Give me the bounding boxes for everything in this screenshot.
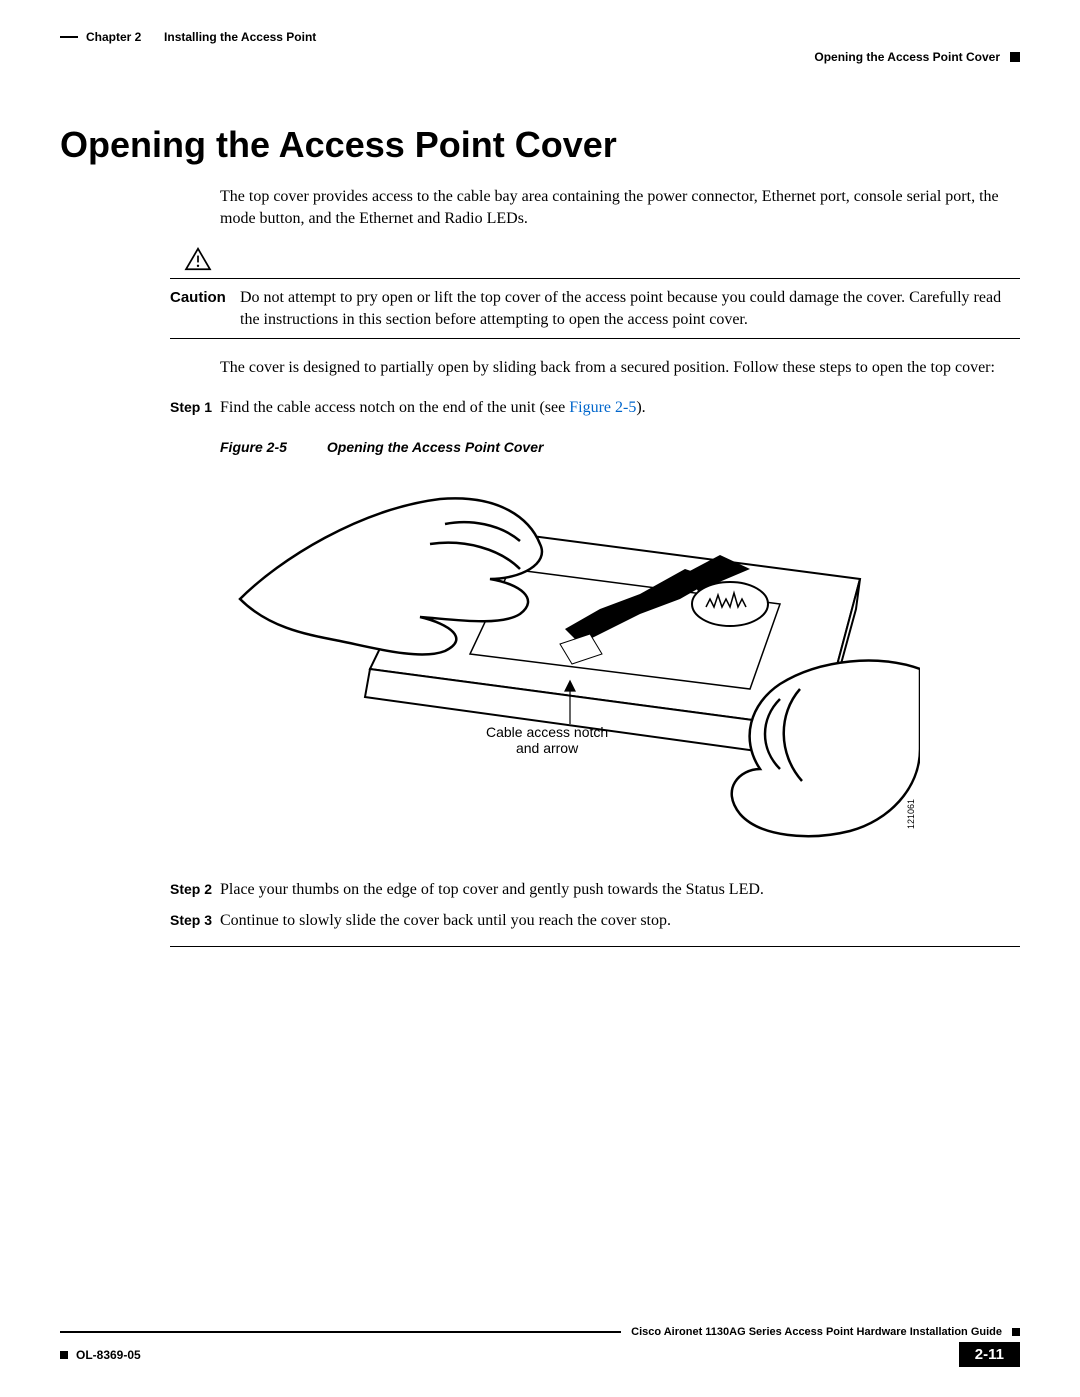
step-2-text: Place your thumbs on the edge of top cov… xyxy=(220,879,764,901)
step-1-text-before: Find the cable access notch on the end o… xyxy=(220,399,569,416)
figure-caption: Figure 2-5 Opening the Access Point Cover xyxy=(220,439,1020,457)
page-number: 2-11 xyxy=(959,1342,1020,1367)
figure-title: Opening the Access Point Cover xyxy=(327,439,544,455)
footer-rule xyxy=(60,1331,621,1333)
section-title-header: Opening the Access Point Cover xyxy=(814,50,1000,64)
header-rule xyxy=(60,36,78,38)
design-text: The cover is designed to partially open … xyxy=(220,357,1020,379)
step-1: Step 1 Find the cable access notch on th… xyxy=(60,397,1020,419)
footer-square-right xyxy=(1012,1328,1020,1336)
caution-block: Caution Do not attempt to pry open or li… xyxy=(60,247,1020,339)
intro-text: The top cover provides access to the cab… xyxy=(220,186,1020,229)
figure-illustration: Cable access notch and arrow 121061 xyxy=(220,469,920,859)
step-1-text-after: ). xyxy=(636,399,645,416)
footer-guide: Cisco Aironet 1130AG Series Access Point… xyxy=(631,1326,1002,1338)
step-2: Step 2 Place your thumbs on the edge of … xyxy=(60,879,1020,901)
footer-bottom-row: OL-8369-05 2-11 xyxy=(60,1342,1020,1367)
footer-guide-row: Cisco Aironet 1130AG Series Access Point… xyxy=(60,1326,1020,1338)
footer-left: OL-8369-05 xyxy=(60,1348,141,1362)
header-right: Opening the Access Point Cover xyxy=(60,50,1020,64)
step-2-label: Step 2 xyxy=(60,879,220,897)
figure-callout: Cable access notch and arrow xyxy=(486,724,608,756)
figure-link[interactable]: Figure 2-5 xyxy=(569,399,636,416)
callout-line1: Cable access notch xyxy=(486,724,608,740)
callout-line2: and arrow xyxy=(486,740,608,756)
footer-square-left xyxy=(60,1351,68,1359)
caution-text: Do not attempt to pry open or lift the t… xyxy=(240,287,1020,330)
footer-doc-id: OL-8369-05 xyxy=(76,1348,141,1362)
caution-icon xyxy=(184,247,212,271)
header-square xyxy=(1010,52,1020,62)
step-3: Step 3 Continue to slowly slide the cove… xyxy=(60,910,1020,932)
caution-label: Caution xyxy=(170,287,240,306)
header-left: Chapter 2 Installing the Access Point xyxy=(60,30,316,44)
page-header: Chapter 2 Installing the Access Point xyxy=(60,30,1020,44)
page-footer: Cisco Aironet 1130AG Series Access Point… xyxy=(60,1326,1020,1367)
end-rule xyxy=(170,946,1020,947)
figure-number: Figure 2-5 xyxy=(220,439,287,455)
chapter-label: Chapter 2 xyxy=(86,30,141,44)
chapter-title: Installing the Access Point xyxy=(164,30,316,44)
caution-row: Caution Do not attempt to pry open or li… xyxy=(170,278,1020,339)
figure-image-id: 121061 xyxy=(906,799,916,829)
step-1-text: Find the cable access notch on the end o… xyxy=(220,397,646,419)
step-1-label: Step 1 xyxy=(60,397,220,415)
step-3-text: Continue to slowly slide the cover back … xyxy=(220,910,671,932)
step-3-label: Step 3 xyxy=(60,910,220,928)
page-title: Opening the Access Point Cover xyxy=(60,124,1020,166)
